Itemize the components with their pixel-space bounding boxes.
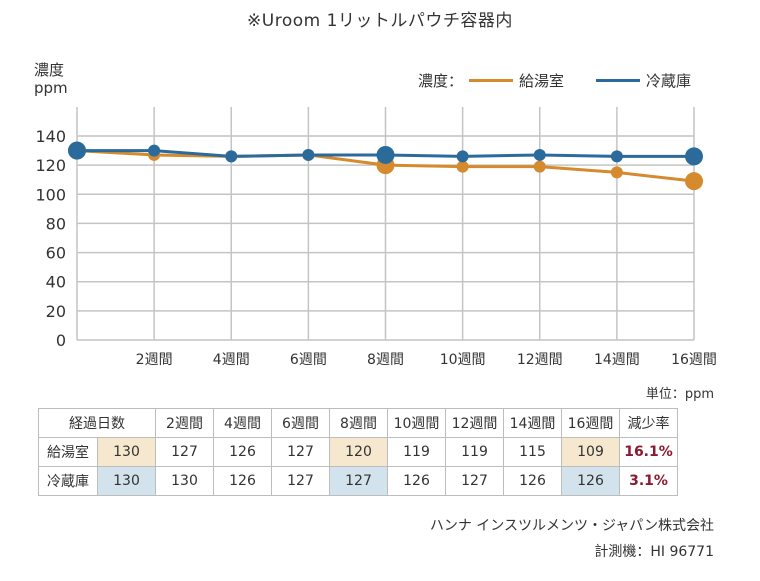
data-point-reizoko — [685, 147, 703, 166]
table-row: 冷蔵庫 130 130 126 127 127 126 127 126 126 … — [38, 466, 678, 496]
x-tick-labels: 2週間 4週間 6週間 8週間 10週間 12週間 14週間 16週間 — [136, 352, 717, 368]
x-tick-label: 12週間 — [517, 352, 563, 368]
data-point-kyutoshitsu — [685, 172, 703, 191]
chart-grid — [76, 107, 695, 341]
table-cell: 126 — [213, 437, 272, 467]
legend: 濃度： 給湯室 冷蔵庫 — [418, 70, 691, 91]
data-point-kyutoshitsu — [610, 166, 623, 179]
table-header-cell: 16週間 — [561, 408, 620, 438]
data-point-reizoko — [302, 148, 315, 161]
table-header-elapsed: 経過日数 — [38, 408, 156, 438]
legend-prefix: 濃度： — [418, 72, 464, 90]
y-tick-label: 20 — [46, 302, 66, 321]
data-table: 経過日数 2週間 4週間 6週間 8週間 10週間 12週間 14週間 16週間… — [38, 408, 678, 496]
data-point-reizoko — [610, 150, 623, 163]
legend-label-reizoko: 冷蔵庫 — [646, 72, 692, 90]
company-name: ハンナ インスツルメンツ・ジャパン株式会社 — [429, 518, 714, 534]
table-cell: 115 — [503, 437, 562, 467]
table-header-row: 経過日数 2週間 4週間 6週間 8週間 10週間 12週間 14週間 16週間… — [38, 408, 678, 438]
y-axis-label-line1: 濃度 — [34, 61, 65, 79]
table-cell: 119 — [387, 437, 446, 467]
table-cell: 126 — [387, 466, 446, 496]
x-tick-label: 4週間 — [213, 352, 250, 368]
table-cell: 126 — [561, 466, 620, 496]
line-chart: 0 20 40 60 80 100 120 140 2週間 4週間 6週間 8週間 10週間 12週間 1… — [35, 107, 717, 368]
data-point-reizoko — [456, 150, 469, 163]
legend-swatch-kyutoshitsu — [469, 79, 514, 82]
unit-note: 単位：ppm — [645, 387, 714, 402]
data-point-reizoko — [533, 148, 546, 161]
reduction-rate: 16.1% — [619, 437, 678, 467]
table-header-cell: 12週間 — [445, 408, 504, 438]
table-cell: 109 — [561, 437, 620, 467]
table-cell: 130 — [97, 466, 156, 496]
y-tick-label: 0 — [56, 331, 66, 350]
series-points — [68, 141, 703, 191]
y-tick-label: 100 — [35, 185, 66, 204]
y-axis-label-line2: ppm — [34, 79, 68, 97]
table-row: 給湯室 130 127 126 127 120 119 119 115 109 … — [38, 437, 678, 467]
table-cell: 127 — [329, 466, 388, 496]
y-tick-label: 140 — [35, 127, 66, 146]
x-tick-label: 16週間 — [671, 352, 717, 368]
table-cell: 126 — [213, 466, 272, 496]
data-point-kyutoshitsu — [533, 160, 546, 173]
chart-title: ※Uroom 1リットルパウチ容器内 — [247, 11, 513, 31]
y-axis-label: 濃度 ppm — [34, 61, 68, 97]
reduction-rate: 3.1% — [619, 466, 678, 496]
y-tick-label: 120 — [35, 156, 66, 175]
table-header-cell: 2週間 — [155, 408, 214, 438]
instrument-name: 計測機：HI 96771 — [594, 544, 714, 560]
table-cell: 126 — [503, 466, 562, 496]
row-label-kyutoshitsu: 給湯室 — [38, 437, 98, 467]
table-cell: 127 — [155, 437, 214, 467]
data-point-reizoko — [148, 144, 161, 157]
data-point-reizoko — [376, 145, 395, 164]
x-tick-label: 10週間 — [440, 352, 486, 368]
table-cell: 130 — [155, 466, 214, 496]
y-tick-label: 40 — [46, 273, 66, 292]
table-cell: 127 — [445, 466, 504, 496]
table-header-rate: 減少率 — [619, 408, 678, 438]
table-header-cell: 14週間 — [503, 408, 562, 438]
x-tick-label: 2週間 — [136, 352, 173, 368]
x-tick-label: 6週間 — [290, 352, 327, 368]
table-cell: 127 — [271, 466, 330, 496]
table-header-cell: 4週間 — [213, 408, 272, 438]
table-cell: 119 — [445, 437, 504, 467]
table-header-cell: 8週間 — [329, 408, 388, 438]
legend-label-kyutoshitsu: 給湯室 — [519, 72, 565, 90]
y-tick-label: 80 — [46, 214, 66, 233]
y-tick-labels: 0 20 40 60 80 100 120 140 — [35, 127, 66, 350]
x-tick-label: 14週間 — [594, 352, 640, 368]
data-point-kyutoshitsu — [456, 160, 469, 173]
table-header-cell: 10週間 — [387, 408, 446, 438]
table-cell: 130 — [97, 437, 156, 467]
row-label-reizoko: 冷蔵庫 — [38, 466, 98, 496]
x-tick-label: 8週間 — [367, 352, 404, 368]
table-cell: 127 — [271, 437, 330, 467]
table-cell: 120 — [329, 437, 388, 467]
table-header-cell: 6週間 — [271, 408, 330, 438]
legend-swatch-reizoko — [596, 79, 641, 82]
data-point-reizoko — [225, 150, 238, 163]
y-tick-label: 60 — [46, 244, 66, 263]
data-point-reizoko — [68, 141, 86, 160]
